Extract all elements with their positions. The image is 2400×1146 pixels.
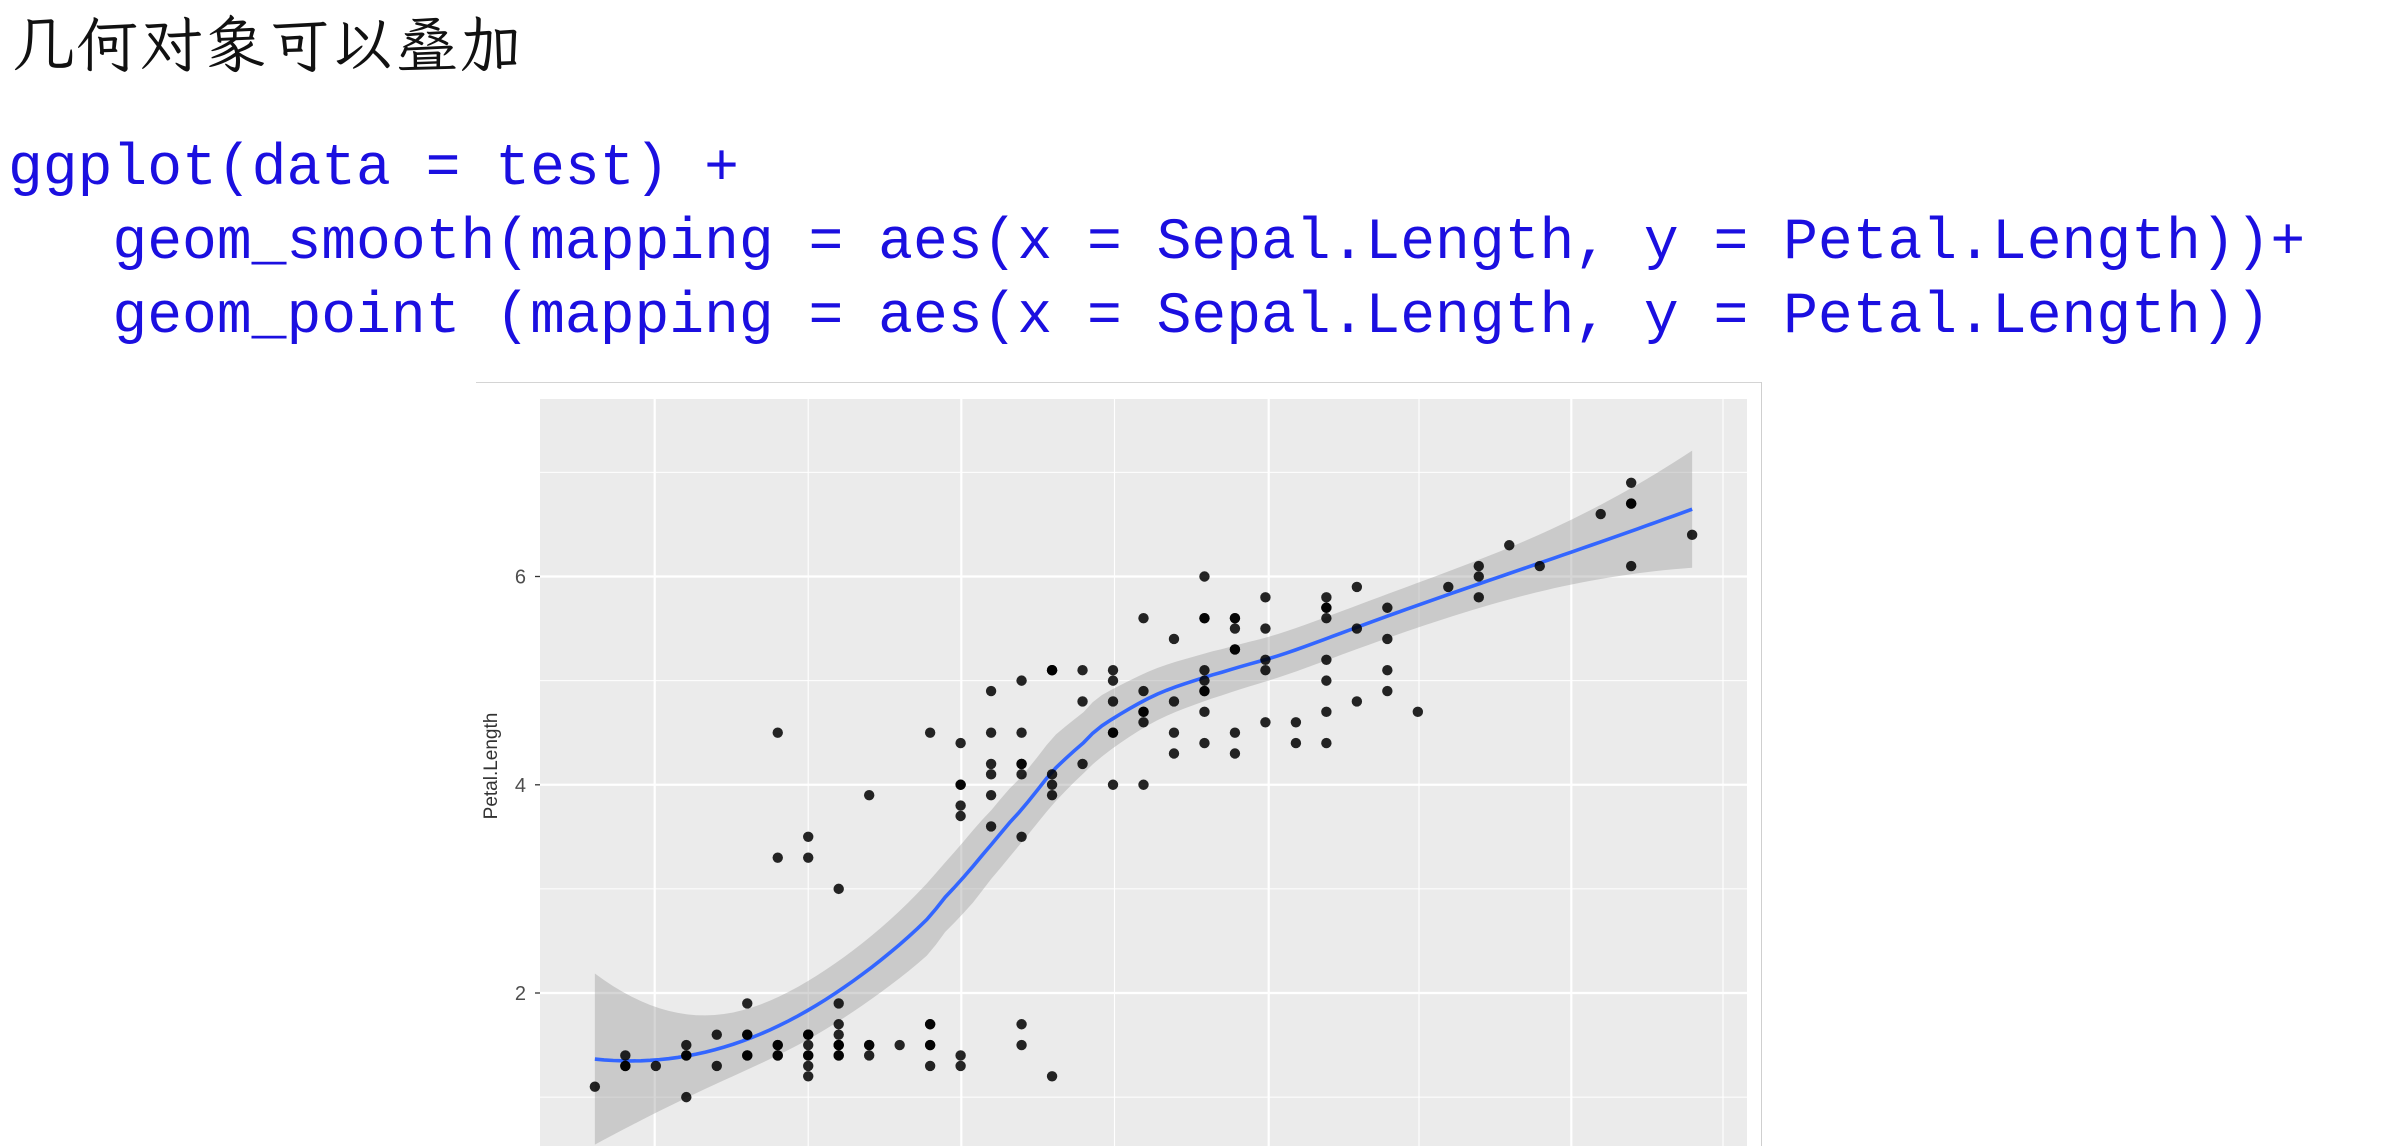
svg-text:Petal.Length: Petal.Length bbox=[481, 713, 502, 820]
svg-text:2: 2 bbox=[515, 983, 526, 1005]
svg-text:4: 4 bbox=[515, 775, 526, 797]
svg-text:6: 6 bbox=[515, 567, 526, 589]
